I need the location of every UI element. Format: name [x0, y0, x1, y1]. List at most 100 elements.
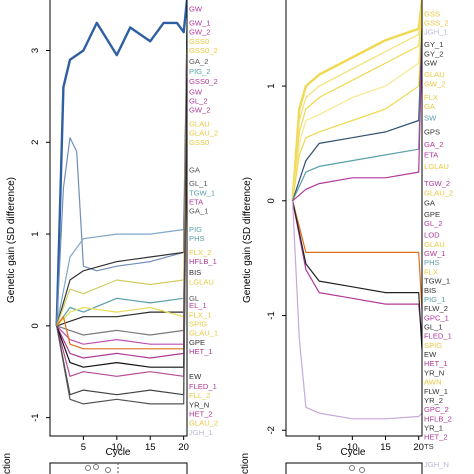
trait-label: GL_1 [424, 323, 443, 332]
left-y-axis-label: Genetic gain (SD difference) [6, 177, 17, 303]
x-tick-label: 10 [347, 442, 358, 453]
bottom-right-frame [285, 462, 423, 474]
series-line-lglau [56, 45, 187, 327]
left-plot-frame [49, 0, 188, 437]
trait-label: GL_1 [189, 179, 208, 188]
right-chart: -2 -1 0 1 5 10 15 20 Genetic gain (SD differen… [242, 0, 453, 469]
series-line-gw [292, 22, 422, 201]
series-line-gss [292, 5, 422, 201]
trait-label: FLED_1 [424, 332, 452, 341]
trait-label: PIG_2 [189, 67, 211, 76]
series-line-gy-1 [291, 0, 422, 201]
trait-label: FLW_2 [424, 304, 448, 313]
x-tick-label: 15 [145, 442, 156, 453]
trait-label: HFLB_1 [189, 257, 217, 266]
trait-label: FLED_1 [189, 382, 217, 391]
trait-label: GW_1 [189, 18, 211, 27]
y-tick-label: 1 [266, 83, 277, 88]
x-tick-label: 10 [112, 442, 123, 453]
trait-label: PIG [189, 225, 202, 234]
trait-label: SW [424, 114, 437, 123]
right-x-axis: 5 10 15 20 [317, 436, 424, 453]
trait-label: SPIG [189, 320, 207, 329]
series-line-gy-2 [292, 11, 422, 201]
series-line-fled [56, 64, 187, 350]
trait-label: GSS0_2 [189, 77, 218, 86]
trait-label: GSS [424, 9, 440, 18]
trait-label: YR_N [424, 368, 444, 377]
trait-label: YR_1 [424, 423, 443, 432]
trait-label: PIG_1 [424, 295, 446, 304]
bottom-right-panel: ction [240, 453, 423, 474]
trait-label: HFLB_2 [424, 414, 452, 423]
y-tick-label: -1 [30, 413, 41, 421]
y-tick-label: -1 [266, 311, 277, 319]
series-line-ew [56, 55, 187, 336]
trait-label: LGLAU [424, 162, 449, 171]
series-line-hflb-2 [292, 200, 422, 339]
series-line-het-2 [56, 68, 187, 359]
trait-label: GSS0 [189, 37, 209, 46]
left-x-axis-label: Cycle [105, 447, 130, 458]
trait-label: ETA [424, 150, 439, 159]
trait-label: GW [189, 87, 203, 96]
trait-label: GW_1 [424, 249, 446, 258]
trait-label: JGH_1 [189, 428, 213, 437]
trait-label: TGW_1 [189, 188, 215, 197]
y-tick-label: 2 [30, 140, 41, 145]
trait-label: GA [189, 165, 201, 174]
trait-label: GSS0 [189, 138, 209, 147]
trait-label: GW [424, 59, 438, 68]
left-trait-labels: GWGW_1GW_2GSS0GSS0_2GA_2PIG_2GSS0_2GWGL_… [189, 5, 218, 437]
trait-label: SPIG [424, 341, 442, 350]
y-tick-label: -2 [266, 426, 277, 434]
series-line-ga-2 [292, 40, 422, 202]
series-line-ts [56, 77, 187, 368]
bottom-left-point [93, 464, 99, 470]
y-tick-label: 0 [266, 198, 277, 203]
trait-label: GPE [424, 210, 440, 219]
x-tick-label: 5 [317, 442, 322, 453]
series-line-jgh-n [292, 200, 422, 420]
trait-label: GA [424, 199, 436, 208]
right-trait-labels: GSSGSS_2JGH_1GY_1GY_2GWGLAUGW_2FLXGASWGP… [424, 9, 453, 469]
trait-label: GY_2 [424, 49, 443, 58]
y-tick-label: 1 [30, 231, 41, 236]
trait-label: GW_2 [189, 106, 211, 115]
right-x-axis-label: Cycle [340, 447, 365, 458]
trait-label: AWN [424, 378, 441, 387]
series-line-gpe [56, 41, 187, 327]
trait-label: GL_2 [189, 96, 208, 105]
series-line-yr-2 [56, 87, 187, 405]
trait-label: GL_2 [424, 219, 443, 228]
trait-label: FLX_2 [189, 248, 211, 257]
trait-label: JGH_1 [424, 28, 448, 37]
trait-label: GW_2 [424, 79, 446, 88]
left-x-axis: 5 10 15 20 [81, 436, 189, 453]
bottom-left-ylabel: ction [2, 453, 13, 474]
trait-label: BIS [424, 286, 436, 295]
right-plot-area [291, 0, 422, 420]
bottom-left-point [85, 465, 91, 471]
trait-label: GA_2 [424, 140, 443, 149]
trait-label: FLX_1 [189, 310, 211, 319]
trait-label: FLW_1 [424, 387, 448, 396]
trait-label: FLL_2 [189, 391, 211, 400]
x-tick-label: 15 [380, 442, 391, 453]
trait-label: TGW_1 [424, 277, 450, 286]
trait-label: EL_1 [189, 301, 207, 310]
trait-label: GLAU [189, 119, 210, 128]
series-line-het-1 [56, 59, 187, 345]
y-tick-label: 0 [30, 323, 41, 328]
series-line-glau-1 [56, 50, 187, 327]
right-plot-frame [285, 0, 423, 437]
trait-label: LOD [424, 231, 440, 240]
trait-label: GLAU [424, 240, 445, 249]
trait-label: ETA [189, 197, 204, 206]
left-chart: -1 0 1 2 3 5 10 15 20 Genetic gain (SD differen… [6, 0, 218, 458]
series-line-ts [292, 200, 422, 350]
trait-label: JGH_N [424, 460, 449, 469]
series-line-gw [55, 0, 187, 326]
trait-label: GLAU_2 [424, 188, 453, 197]
